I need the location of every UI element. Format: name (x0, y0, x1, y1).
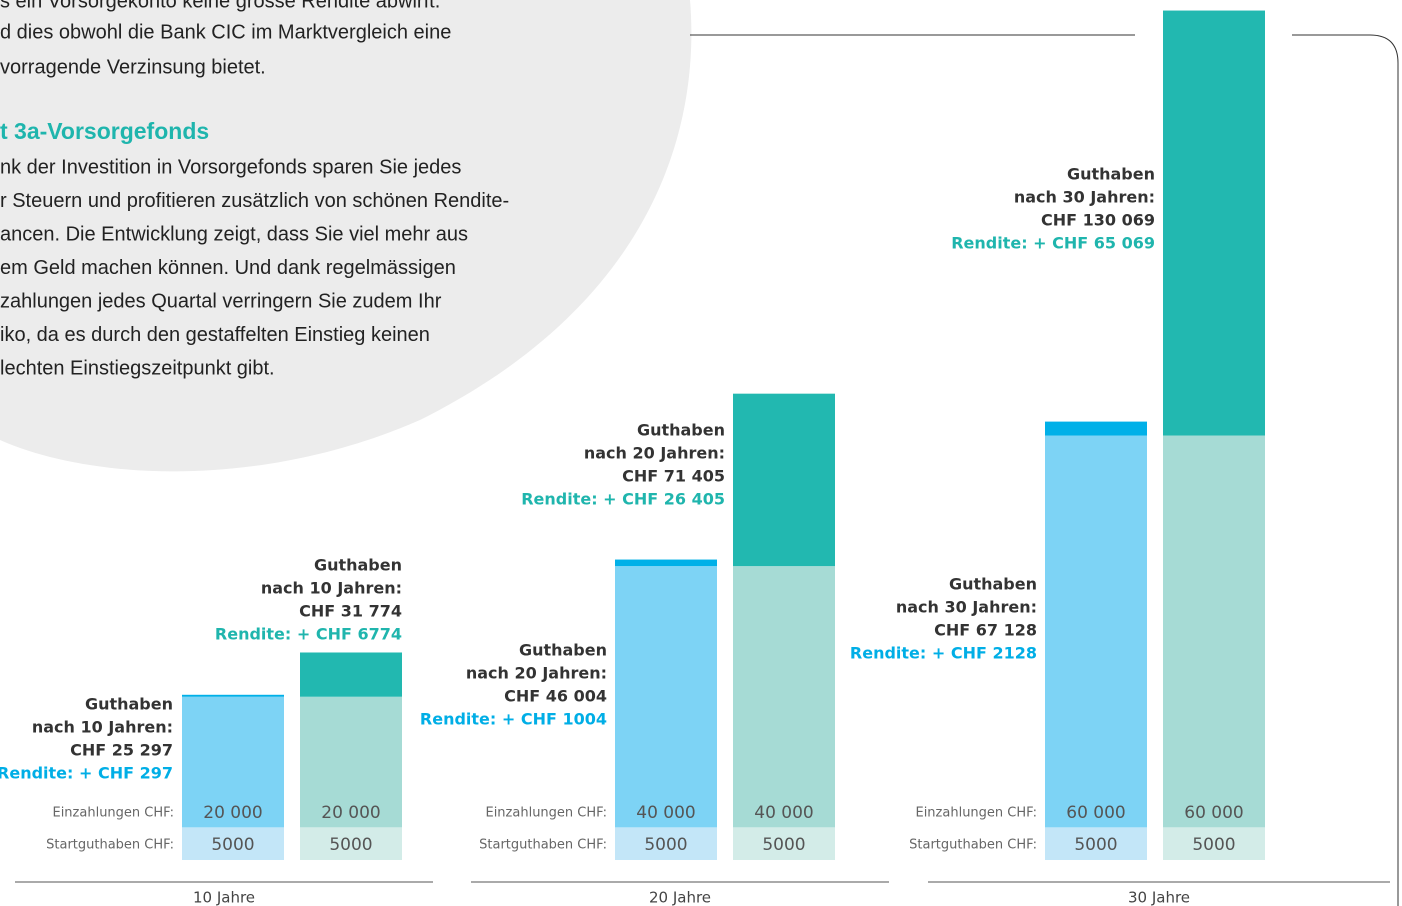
bar-annotation: CHF 46 004 (504, 687, 607, 706)
bar-annotation: nach 10 Jahren: (32, 718, 173, 737)
segment-value: 20 000 (203, 803, 262, 823)
group-label: 10 Jahre (193, 889, 255, 906)
bar-segment (1045, 436, 1147, 828)
bar-annotation: nach 30 Jahren: (896, 598, 1037, 617)
bar-annotation: nach 20 Jahren: (466, 664, 607, 683)
intro-line: lechten Einstiegszeitpunkt gibt. (0, 357, 275, 379)
bar-annotation: Guthaben (85, 695, 173, 714)
segment-value: 5000 (762, 835, 805, 855)
bar-segment (1045, 422, 1147, 436)
segment-value: 40 000 (754, 803, 813, 823)
bar-annotation: Rendite: + CHF 1004 (420, 710, 607, 729)
segment-value: 60 000 (1184, 803, 1243, 823)
bar-segment (300, 652, 402, 696)
row-label: Startguthaben CHF: (46, 838, 174, 853)
segment-value: 5000 (644, 835, 687, 855)
bar-annotation: CHF 25 297 (70, 741, 173, 760)
intro-line: vorragende Verzinsung bietet. (0, 56, 266, 78)
bar-annotation: nach 10 Jahren: (261, 579, 402, 598)
segment-value: 5000 (1074, 835, 1117, 855)
segment-value: 40 000 (636, 803, 695, 823)
frame-corner (1292, 35, 1398, 906)
bar-segment (1163, 436, 1265, 828)
bar-segment (733, 566, 835, 827)
bar-annotation: CHF 67 128 (934, 621, 1037, 640)
bar-segment (615, 560, 717, 567)
bar-annotation: Rendite: + CHF 26 405 (521, 490, 725, 509)
intro-line: em Geld machen können. Und dank regelmäs… (0, 257, 456, 279)
segment-value: 5000 (329, 835, 372, 855)
intro-line: iko, da es durch den gestaffelten Einsti… (0, 324, 430, 346)
bar-annotation: Rendite: + CHF 65 069 (951, 234, 1155, 253)
bar-annotation: Guthaben (637, 421, 725, 440)
intro-line: zahlungen jedes Quartal verringern Sie z… (0, 290, 442, 312)
bar-annotation: CHF 130 069 (1041, 211, 1155, 230)
segment-value: 5000 (211, 835, 254, 855)
intro-line: nk der Investition in Vorsorgefonds spar… (0, 156, 461, 178)
row-label: Einzahlungen CHF: (915, 806, 1037, 821)
segment-value: 5000 (1192, 835, 1235, 855)
row-label: Startguthaben CHF: (909, 838, 1037, 853)
bar-annotation: Rendite: + CHF 297 (0, 764, 173, 783)
bar-annotation: nach 20 Jahren: (584, 444, 725, 463)
bar-annotation: Guthaben (314, 556, 402, 575)
bar-segment (1163, 11, 1265, 436)
bar-annotation: Rendite: + CHF 6774 (215, 625, 402, 644)
bar-annotation: Guthaben (1067, 165, 1155, 184)
intro-line: ancen. Die Entwicklung zeigt, dass Sie v… (0, 223, 468, 245)
bar-annotation: CHF 31 774 (299, 602, 402, 621)
infographic: s ein Vorsorgekonto keine grosse Rendite… (0, 0, 1402, 906)
intro-heading: t 3a-Vorsorgefonds (0, 118, 209, 144)
bar-segment (182, 695, 284, 697)
group-label: 20 Jahre (649, 889, 711, 906)
group-label: 30 Jahre (1128, 889, 1190, 906)
intro-line: r Steuern und profitieren zusätzlich von… (0, 190, 509, 212)
bar-annotation: CHF 71 405 (622, 467, 725, 486)
bar-segment (733, 394, 835, 566)
bar-segment (615, 566, 717, 827)
row-label: Startguthaben CHF: (479, 838, 607, 853)
segment-value: 20 000 (321, 803, 380, 823)
bar-annotation: Guthaben (519, 641, 607, 660)
segment-value: 60 000 (1066, 803, 1125, 823)
row-label: Einzahlungen CHF: (52, 806, 174, 821)
bar-annotation: nach 30 Jahren: (1014, 188, 1155, 207)
intro-line: d dies obwohl die Bank CIC im Marktvergl… (0, 21, 451, 43)
row-label: Einzahlungen CHF: (485, 806, 607, 821)
intro-line: s ein Vorsorgekonto keine grosse Rendite… (0, 0, 440, 12)
bar-annotation: Guthaben (949, 575, 1037, 594)
bar-annotation: Rendite: + CHF 2128 (850, 644, 1037, 663)
